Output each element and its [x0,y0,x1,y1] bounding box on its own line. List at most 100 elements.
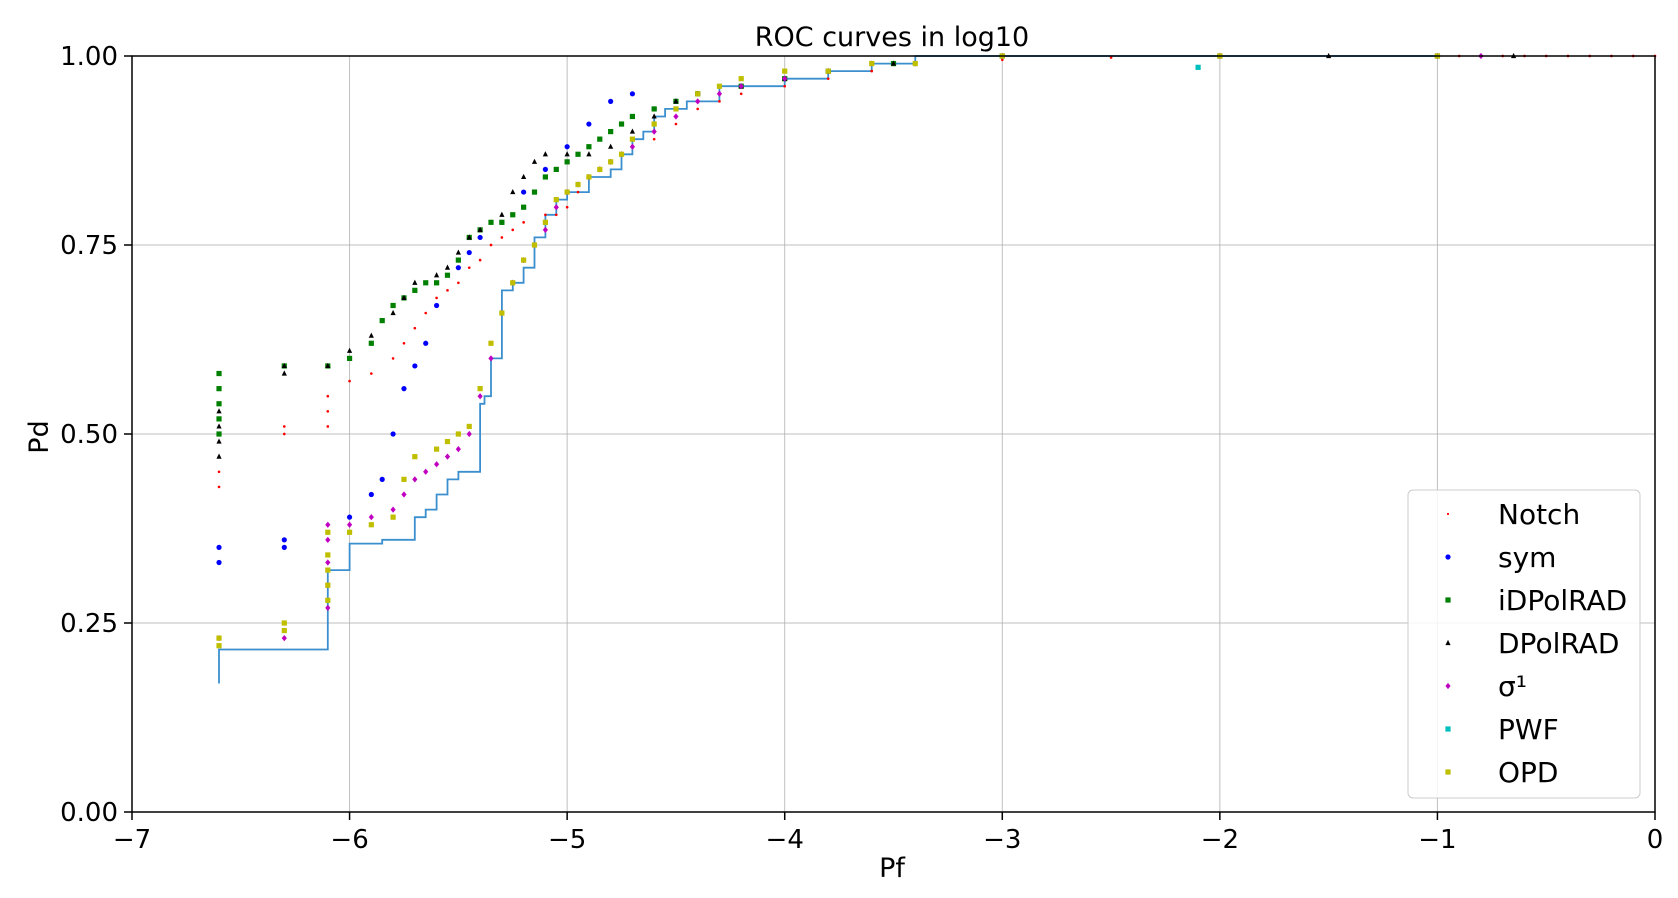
data-point [542,219,548,225]
data-point [912,60,918,67]
data-point [325,559,331,566]
data-point [325,362,331,369]
data-point [412,476,418,483]
data-point [825,68,831,74]
data-point [575,181,581,188]
data-point [782,75,788,82]
data-point [444,272,451,278]
data-point [434,302,440,309]
data-point [282,425,286,428]
data-point [564,151,570,157]
data-point [217,470,221,474]
data-point [477,226,483,232]
data-point [216,370,222,377]
legend-marker [1445,554,1451,560]
data-point [216,438,222,444]
data-point [597,166,603,172]
data-point [1195,64,1201,70]
data-point [434,280,440,286]
data-point [499,310,505,316]
data-point [281,370,287,376]
data-point [325,529,331,535]
data-point [216,423,222,429]
data-point [477,393,483,400]
data-point [466,423,472,430]
data-point [412,363,418,369]
data-point [673,113,679,120]
data-point [325,521,331,528]
data-point [216,453,222,459]
legend-label: Notch [1498,498,1580,531]
data-point [281,635,287,642]
data-point [391,357,395,360]
data-point [401,294,407,300]
data-point [346,355,353,361]
x-tick-label: −4 [766,825,804,855]
data-point [695,98,701,105]
data-point [586,151,592,157]
data-point [216,431,222,437]
legend-marker [1445,769,1451,775]
data-point [826,77,830,80]
data-point [455,431,461,437]
data-point [554,213,558,217]
data-point [346,514,353,520]
data-point [368,491,374,498]
data-point [521,204,527,210]
data-point [542,174,548,180]
data-point [521,257,527,263]
data-point [423,340,429,346]
data-point [216,416,222,422]
data-point [466,430,472,438]
data-point [455,265,461,271]
step-line-layer [218,55,1438,684]
data-point [325,604,331,611]
data-point [739,92,743,96]
data-point [455,249,461,255]
data-point [586,174,592,180]
data-point [618,151,625,157]
data-point [370,372,373,375]
data-point [402,341,406,345]
data-point [1000,58,1004,62]
data-point [326,394,330,398]
data-point [412,287,418,293]
data-point [718,100,721,103]
data-point [434,446,440,452]
data-point [368,340,374,346]
data-point [738,76,744,82]
y-tick-label: 0.75 [60,231,118,261]
data-point [521,173,527,180]
series-3 [216,52,1517,459]
data-point [348,379,351,383]
data-point [553,204,559,211]
data-point [412,279,418,285]
data-point [346,521,353,528]
data-point [444,264,451,270]
data-point [629,143,636,150]
data-point [368,332,374,338]
data-point [510,188,516,195]
data-point [500,236,504,239]
data-point [281,537,287,543]
data-point [216,401,222,407]
data-point [674,122,678,126]
data-point [597,136,603,142]
series-1 [216,53,1441,566]
x-tick-label: −5 [548,825,586,855]
data-point [390,431,396,437]
data-point [738,83,744,90]
legend-marker [1445,726,1451,732]
y-tick-label: 0.50 [60,420,118,450]
data-point [216,408,222,414]
data-point [608,143,614,149]
data-point [488,219,494,225]
data-point [216,643,222,649]
data-point [608,159,614,165]
legend-label: OPD [1498,756,1558,789]
data-point [499,211,505,217]
data-point [783,84,787,88]
data-point [413,326,417,330]
data-point [455,257,461,263]
